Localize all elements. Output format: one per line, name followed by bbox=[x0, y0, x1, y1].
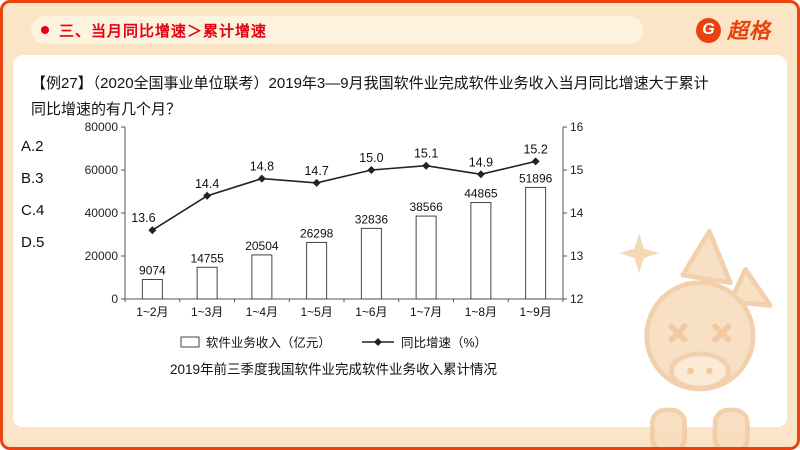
svg-text:1~2月: 1~2月 bbox=[136, 305, 168, 319]
logo-text: 超格 bbox=[727, 20, 771, 43]
content-card: 【例27】（2020全国事业单位联考）2019年3—9月我国软件业完成软件业务收… bbox=[13, 55, 787, 427]
header: 三、当月同比增速＞累计增速 G 超格 bbox=[31, 15, 771, 45]
section-title: 三、当月同比增速＞累计增速 bbox=[59, 22, 268, 40]
svg-text:14755: 14755 bbox=[190, 251, 224, 265]
svg-text:26298: 26298 bbox=[299, 226, 333, 240]
question-line2: 同比增速的有几个月？ bbox=[31, 100, 182, 118]
svg-text:16: 16 bbox=[570, 120, 584, 134]
svg-text:15.0: 15.0 bbox=[359, 151, 383, 165]
svg-text:15: 15 bbox=[570, 163, 584, 177]
svg-text:38566: 38566 bbox=[409, 200, 443, 214]
chart-legend: 软件业务收入（亿元） 同比增速（%） bbox=[61, 332, 606, 351]
svg-text:1~4月: 1~4月 bbox=[245, 305, 277, 319]
question-line1: 【例27】（2020全国事业单位联考）2019年3—9月我国软件业完成软件业务收… bbox=[31, 75, 709, 92]
answer-options: A.2 B.3 C.4 D.5 bbox=[21, 131, 44, 259]
svg-text:14: 14 bbox=[570, 206, 584, 220]
svg-text:51896: 51896 bbox=[518, 171, 552, 185]
svg-text:0: 0 bbox=[111, 292, 118, 306]
svg-text:15.1: 15.1 bbox=[413, 147, 437, 161]
question-text: 【例27】（2020全国事业单位联考）2019年3—9月我国软件业完成软件业务收… bbox=[31, 71, 769, 122]
svg-text:60000: 60000 bbox=[84, 163, 118, 177]
option-b: B.3 bbox=[21, 170, 44, 187]
legend-item-bars: 软件业务收入（亿元） bbox=[180, 332, 331, 351]
svg-text:15.2: 15.2 bbox=[523, 142, 547, 156]
svg-text:14.7: 14.7 bbox=[304, 164, 328, 178]
svg-text:1~5月: 1~5月 bbox=[300, 305, 332, 319]
option-d: D.5 bbox=[21, 234, 45, 251]
option-c: C.4 bbox=[21, 202, 45, 219]
chart-title: 2019年前三季度我国软件业完成软件业务收入累计情况 bbox=[169, 362, 498, 377]
logo-g-icon: G bbox=[696, 17, 721, 43]
chart-container: 0 20000 40000 60000 80000 12 13 14 15 16 9074 14755… bbox=[61, 111, 606, 378]
svg-text:44865: 44865 bbox=[464, 187, 498, 201]
legend-item-line: 同比增速（%） bbox=[361, 332, 487, 351]
svg-text:32836: 32836 bbox=[354, 212, 388, 226]
svg-text:40000: 40000 bbox=[84, 206, 118, 220]
line-legend-swatch-icon bbox=[361, 337, 394, 346]
bullet-dot-icon bbox=[41, 26, 49, 34]
bar-legend-swatch-icon bbox=[180, 336, 200, 347]
svg-text:14.9: 14.9 bbox=[468, 155, 492, 169]
svg-text:20000: 20000 bbox=[84, 249, 118, 263]
brand-logo: G 超格 bbox=[696, 15, 771, 45]
option-a: A.2 bbox=[21, 138, 44, 155]
svg-text:1~6月: 1~6月 bbox=[355, 305, 387, 319]
svg-text:1~7月: 1~7月 bbox=[409, 305, 441, 319]
section-title-pill: 三、当月同比增速＞累计增速 bbox=[31, 16, 643, 44]
svg-text:80000: 80000 bbox=[84, 120, 118, 134]
legend-label-bars: 软件业务收入（亿元） bbox=[205, 336, 331, 350]
legend-label-line: 同比增速（%） bbox=[400, 336, 488, 350]
combo-chart: 0 20000 40000 60000 80000 12 13 14 15 16 9074 14755… bbox=[84, 120, 584, 319]
svg-text:1~3月: 1~3月 bbox=[190, 305, 222, 319]
svg-text:14.4: 14.4 bbox=[194, 177, 218, 191]
svg-text:12: 12 bbox=[570, 292, 584, 306]
svg-text:13: 13 bbox=[570, 249, 584, 263]
svg-text:20504: 20504 bbox=[245, 239, 279, 253]
svg-text:14.8: 14.8 bbox=[249, 160, 273, 174]
svg-text:1~9月: 1~9月 bbox=[519, 305, 551, 319]
svg-text:9074: 9074 bbox=[139, 263, 166, 277]
svg-text:13.6: 13.6 bbox=[131, 211, 155, 225]
svg-text:1~8月: 1~8月 bbox=[464, 305, 496, 319]
